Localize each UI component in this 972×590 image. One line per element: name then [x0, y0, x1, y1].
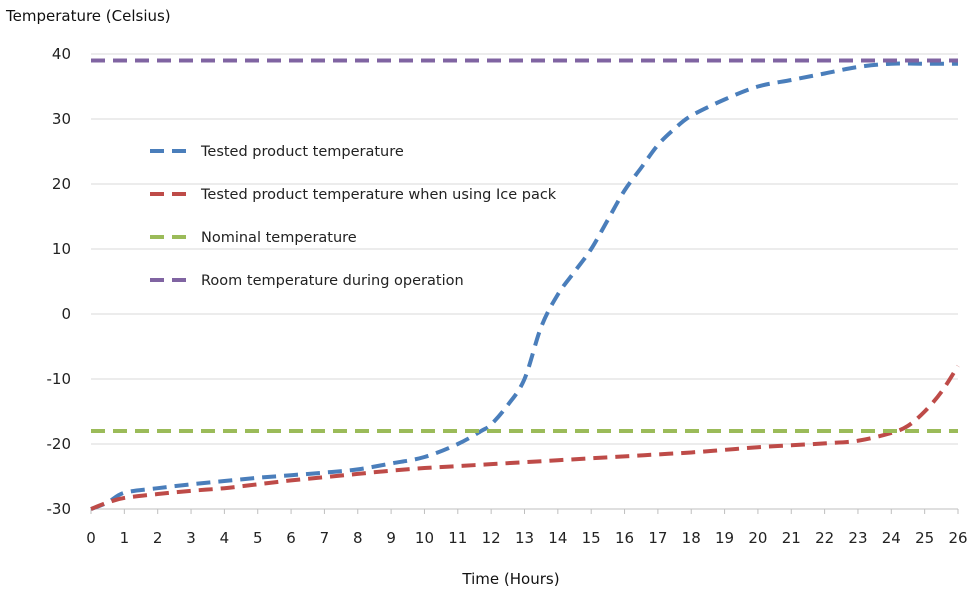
x-tick-label: 16	[615, 529, 634, 547]
y-axis-title: Temperature (Celsius)	[5, 7, 171, 25]
x-tick-label: 26	[948, 529, 967, 547]
x-tick-label: 12	[482, 529, 501, 547]
x-tick-label: 7	[320, 529, 330, 547]
x-tick-label: 8	[353, 529, 363, 547]
x-tick-label: 13	[515, 529, 534, 547]
x-tick-label: 5	[253, 529, 263, 547]
x-tick-label: 3	[186, 529, 196, 547]
x-tick-label: 18	[682, 529, 701, 547]
x-tick-label: 1	[120, 529, 130, 547]
x-tick-label: 25	[915, 529, 934, 547]
x-tick-label: 4	[220, 529, 230, 547]
x-tick-label: 14	[548, 529, 567, 547]
x-axis-title: Time (Hours)	[461, 570, 559, 588]
series-line-tested-product-temperature-when-using-ice-pack	[90, 364, 960, 511]
x-tick-label: 0	[86, 529, 96, 547]
series-layer	[90, 58, 960, 511]
y-tick-label: 40	[52, 45, 71, 63]
x-tick-label: 20	[748, 529, 767, 547]
x-tick-label: 15	[582, 529, 601, 547]
y-tick-label: 20	[52, 175, 71, 193]
y-tick-label: -20	[47, 435, 72, 453]
legend-label-tested-product-temperature: Tested product temperature	[200, 144, 404, 160]
x-tick-label: 6	[286, 529, 296, 547]
legend-label-room-temperature-during-operation: Room temperature during operation	[201, 273, 464, 289]
x-tick-label: 9	[386, 529, 396, 547]
legend-label-nominal-temperature: Nominal temperature	[201, 230, 357, 246]
y-tick-label: 30	[52, 110, 71, 128]
x-tick-label: 2	[153, 529, 163, 547]
x-tick-label: 17	[648, 529, 667, 547]
x-tick-label: 23	[848, 529, 867, 547]
series-line-tested-product-temperature	[90, 61, 958, 511]
y-tick-label: 10	[52, 240, 71, 258]
y-tick-label: 0	[61, 305, 71, 323]
y-tick-label: -10	[47, 370, 72, 388]
x-tick-label: 24	[882, 529, 901, 547]
x-tick-label: 11	[448, 529, 467, 547]
x-tick-label: 21	[782, 529, 801, 547]
y-tick-label: -30	[47, 500, 72, 518]
x-tick-label: 10	[415, 529, 434, 547]
x-tick-label: 19	[715, 529, 734, 547]
x-tick-label: 22	[815, 529, 834, 547]
legend-label-tested-product-temperature-when-using-ice-pack: Tested product temperature when using Ic…	[200, 187, 557, 203]
legend: Tested product temperature Tested product…	[150, 144, 557, 289]
